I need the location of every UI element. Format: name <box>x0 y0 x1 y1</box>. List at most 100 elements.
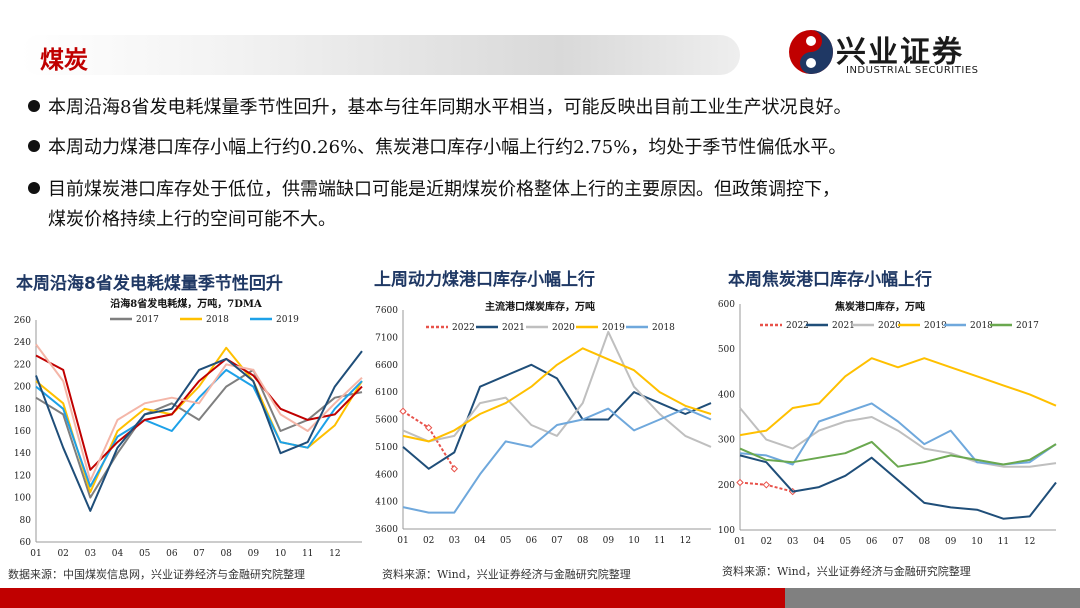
y-tick-label: 600 <box>718 300 735 310</box>
y-tick-label: 300 <box>718 436 735 446</box>
series-point-2022 <box>736 478 744 487</box>
legend-label: 2017 <box>136 315 159 325</box>
x-tick-label: 07 <box>551 536 563 546</box>
legend-label: 2019 <box>276 315 299 325</box>
y-tick-label: 4600 <box>375 470 398 480</box>
footer-grey-band <box>785 588 1080 608</box>
x-tick-label: 09 <box>945 537 957 547</box>
y-tick-label: 200 <box>718 481 735 491</box>
y-tick-label: 80 <box>20 516 32 526</box>
y-tick-label: 5100 <box>375 443 398 453</box>
y-tick-label: 7600 <box>375 306 398 316</box>
source-note-left: 数据来源：中国煤炭信息网，兴业证券经济与金融研究院整理 <box>8 568 305 581</box>
company-logo: 兴业证券 INDUSTRIAL SECURITIES <box>788 25 1038 81</box>
bullet-dot <box>28 100 40 112</box>
series-line-2021 <box>739 454 1057 520</box>
series-point-2022 <box>762 481 771 489</box>
y-tick-label: 6600 <box>375 361 398 371</box>
x-tick-label: 11 <box>302 549 313 559</box>
legend-label: 2018 <box>652 323 675 333</box>
legend-label: 2017 <box>1016 321 1039 331</box>
series-line-2022 <box>402 410 456 470</box>
y-tick-label: 6100 <box>375 388 398 398</box>
x-tick-label: 10 <box>275 549 287 559</box>
series-point-2022 <box>424 424 433 432</box>
x-tick-label: 01 <box>30 549 41 559</box>
legend-label: 2022 <box>786 321 809 331</box>
source-note-right: 资料来源：Wind，兴业证券经济与金融研究院整理 <box>722 565 971 578</box>
x-tick-label: 09 <box>248 549 260 559</box>
y-tick-label: 7100 <box>375 333 398 343</box>
legend-label: 2018 <box>970 321 993 331</box>
header-bar <box>20 35 740 75</box>
series-line-2020 <box>739 407 1057 468</box>
x-tick-label: 12 <box>680 536 691 546</box>
series-line-2018 <box>402 407 712 514</box>
x-tick-label: 07 <box>892 537 904 547</box>
x-tick-label: 08 <box>919 537 931 547</box>
legend-label: 2021 <box>502 323 525 333</box>
charts-panel: 本周沿海8省发电耗煤量季节性回升沿海8省发电耗煤，万吨，7DMA60801001… <box>14 269 1057 559</box>
x-tick-label: 02 <box>57 549 68 559</box>
chart-subtitle: 焦炭港口库存，万吨 <box>834 300 925 313</box>
series-point-2022 <box>399 407 407 415</box>
legend-label: 2022 <box>452 323 475 333</box>
y-tick-label: 500 <box>718 345 735 355</box>
y-tick-label: 160 <box>14 427 31 437</box>
legend-label: 2020 <box>552 323 575 333</box>
series-point-2022 <box>450 465 459 473</box>
y-tick-label: 60 <box>20 538 32 548</box>
bullet-1: 本周沿海8省发电耗煤量季节性回升，基本与往年同期水平相当，可能反映出目前工业生产… <box>28 94 851 122</box>
series-line-2017 <box>739 440 1057 468</box>
y-tick-label: 120 <box>14 471 31 481</box>
y-tick-label: 220 <box>14 360 31 370</box>
x-tick-label: 08 <box>220 549 232 559</box>
chart-title: 上周动力煤港口库存小幅上行 <box>374 269 595 290</box>
x-tick-label: 03 <box>85 549 97 559</box>
bullet-3: 目前煤炭港口库存处于低位，供需端缺口可能是近期煤炭价格整体上行的主要原因。但政策… <box>28 176 840 204</box>
y-tick-label: 100 <box>14 494 31 504</box>
x-tick-label: 12 <box>1024 537 1035 547</box>
logo-swirl-icon <box>789 30 833 74</box>
series-line-2021 <box>402 363 712 470</box>
source-note-middle: 资料来源：Wind，兴业证券经济与金融研究院整理 <box>382 568 631 581</box>
y-tick-label: 140 <box>14 449 31 459</box>
bullet-text: 本周沿海8省发电耗煤量季节性回升，基本与往年同期水平相当，可能反映出目前工业生产… <box>48 97 852 118</box>
x-tick-label: 09 <box>603 536 615 546</box>
x-tick-label: 05 <box>139 549 151 559</box>
series-line-2020 <box>402 330 712 448</box>
y-tick-label: 400 <box>718 390 735 400</box>
series-line-extra-0 <box>35 354 363 471</box>
x-tick-label: 04 <box>112 549 124 559</box>
y-tick-label: 100 <box>718 526 735 536</box>
chart-title: 本周沿海8省发电耗煤量季节性回升 <box>16 273 283 294</box>
logo-english-name: INDUSTRIAL SECURITIES <box>846 65 979 76</box>
y-tick-label: 4100 <box>375 498 398 508</box>
x-tick-label: 10 <box>971 537 983 547</box>
legend-label: 2018 <box>206 315 229 325</box>
series-line-2017 <box>35 368 363 499</box>
chart-title: 本周焦炭港口库存小幅上行 <box>728 269 932 290</box>
legend-label: 2021 <box>832 321 855 331</box>
chart-subtitle: 主流港口煤炭库存，万吨 <box>485 300 595 313</box>
y-tick-label: 240 <box>14 338 31 348</box>
bullet-text: 本周动力煤港口库存小幅上行约0.26%、焦炭港口库存小幅上行约2.75%，均处于… <box>48 137 847 158</box>
x-tick-label: 01 <box>734 537 745 547</box>
x-tick-label: 06 <box>866 537 878 547</box>
bullet-dot <box>28 140 40 152</box>
y-tick-label: 260 <box>14 316 31 326</box>
x-tick-label: 06 <box>526 536 538 546</box>
x-tick-label: 08 <box>577 536 589 546</box>
x-tick-label: 06 <box>166 549 178 559</box>
series-line-2019 <box>402 347 712 443</box>
x-tick-label: 10 <box>628 536 640 546</box>
section-title: 煤炭 <box>40 46 88 74</box>
y-tick-label: 3600 <box>375 525 398 535</box>
x-tick-label: 11 <box>998 537 1009 547</box>
x-tick-label: 03 <box>449 536 461 546</box>
bullet-2: 本周动力煤港口库存小幅上行约0.26%、焦炭港口库存小幅上行约2.75%，均处于… <box>28 134 846 162</box>
bullet-text: 煤炭价格持续上行的空间可能不大。 <box>48 209 336 230</box>
legend-label: 2019 <box>602 323 625 333</box>
logo-chinese-name: 兴业证券 <box>836 35 964 70</box>
x-tick-label: 04 <box>813 537 825 547</box>
